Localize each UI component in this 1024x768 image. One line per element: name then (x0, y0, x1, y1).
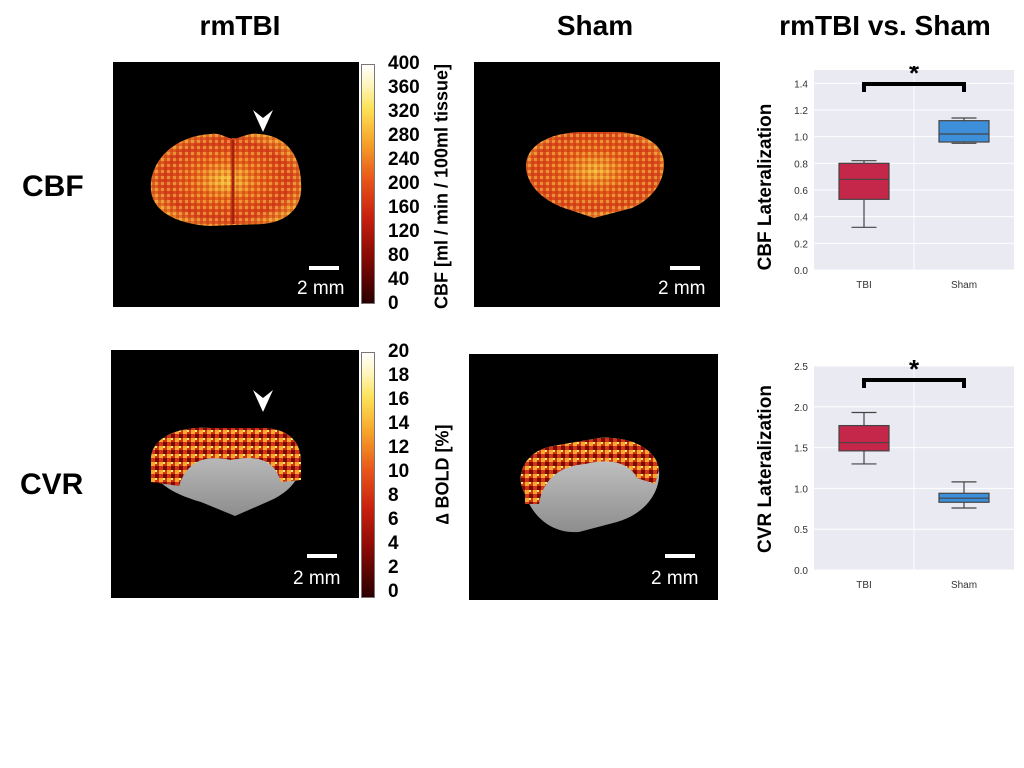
cbf-tick: 40 (388, 269, 410, 290)
y-tick-label: 0.5 (794, 525, 808, 536)
cbf-lateralization-boxplot: 0.0 0.2 0.4 0.6 0.8 1.0 1.2 1.4 TBI Sham * (794, 66, 1014, 291)
cbf-rmtbi-image: 2 mm (113, 62, 359, 307)
cbf-tick: 200 (388, 173, 420, 194)
cbf-tick: 280 (388, 125, 420, 146)
scale-bar (665, 554, 695, 558)
cbf-tick: 0 (388, 293, 399, 314)
cbf-tick: 240 (388, 149, 420, 170)
cvr-tick: 18 (388, 365, 410, 386)
significance-marker: * (909, 360, 920, 384)
x-tick-label: TBI (856, 580, 872, 591)
box-tbi (838, 162, 890, 200)
y-tick-label: 1.2 (794, 106, 808, 117)
cbf-tick: 160 (388, 197, 420, 218)
cvr-tick: 14 (388, 413, 410, 434)
scale-label: 2 mm (658, 278, 706, 299)
cvr-tick: 4 (388, 533, 399, 554)
box-sham (938, 120, 990, 143)
cvr-rmtbi-image: 2 mm (111, 350, 359, 598)
arrowhead-icon (253, 110, 273, 132)
cvr-tick: 0 (388, 581, 399, 602)
y-tick-label: 2.0 (794, 403, 808, 414)
scale-label: 2 mm (297, 278, 345, 299)
row-label-cbf: CBF (22, 170, 84, 203)
x-tick-label: TBI (856, 280, 872, 291)
row-label-cvr: CVR (20, 468, 84, 501)
cvr-sham-image: 2 mm (469, 354, 718, 600)
arrowhead-icon (253, 390, 273, 412)
cvr-tick: 2 (388, 557, 399, 578)
y-tick-label: 1.4 (794, 79, 808, 90)
cbf-tick: 320 (388, 101, 420, 122)
box-tbi (838, 424, 890, 452)
cbf-sham-image: 2 mm (474, 62, 720, 307)
y-tick-label: 0.0 (794, 566, 808, 577)
cvr-lateralization-ylabel: CVR Lateralization (755, 385, 776, 553)
cvr-colorbar (361, 352, 375, 598)
y-tick-label: 0.6 (794, 186, 808, 197)
y-tick-label: 0.8 (794, 159, 808, 170)
x-tick-label: Sham (951, 580, 977, 591)
scale-bar (670, 266, 700, 270)
cbf-lateralization-ylabel: CBF Lateralization (755, 103, 776, 271)
significance-bracket (862, 82, 966, 92)
y-tick-label: 0.2 (794, 239, 808, 250)
header-sham: Sham (556, 10, 634, 41)
y-tick-label: 1.0 (794, 133, 808, 144)
cbf-tick: 360 (388, 77, 420, 98)
scale-bar (307, 554, 337, 558)
cvr-colorbar-ticks: 20 18 16 14 12 10 8 6 4 2 0 (388, 342, 428, 602)
cbf-colorbar (361, 64, 375, 304)
cvr-colorbar-label: ∆ BOLD [%] (432, 424, 453, 525)
cvr-tick: 8 (388, 485, 399, 506)
cvr-lateralization-boxplot: 0.0 0.5 1.0 1.5 2.0 2.5 TBI Sham * (794, 360, 1014, 591)
cbf-tick: 120 (388, 221, 420, 242)
y-tick-label: 0.4 (794, 213, 808, 224)
header-rmtbi: rmTBI (199, 10, 281, 41)
scale-label: 2 mm (293, 568, 341, 589)
cvr-tick: 10 (388, 461, 410, 482)
x-tick-label: Sham (951, 280, 977, 291)
y-tick-label: 1.0 (794, 484, 808, 495)
cvr-tick: 6 (388, 509, 399, 530)
significance-bracket (862, 378, 966, 388)
cbf-tick: 400 (388, 53, 420, 74)
scale-label: 2 mm (651, 568, 699, 589)
cvr-tick: 12 (388, 437, 410, 458)
cvr-tick: 16 (388, 389, 410, 410)
cbf-colorbar-ticks: 400 360 320 280 240 200 160 120 80 40 0 (388, 54, 428, 314)
cbf-tick: 80 (388, 245, 410, 266)
y-tick-label: 2.5 (794, 362, 808, 373)
cbf-colorbar-label: CBF [ml / min / 100ml tissue] (431, 63, 452, 310)
scale-bar (309, 266, 339, 270)
header-rmtbi-vs-sham: rmTBI vs. Sham (779, 10, 991, 41)
y-tick-label: 0.0 (794, 266, 808, 277)
significance-marker: * (909, 66, 920, 88)
y-tick-label: 1.5 (794, 444, 808, 455)
cvr-tick: 20 (388, 341, 410, 362)
